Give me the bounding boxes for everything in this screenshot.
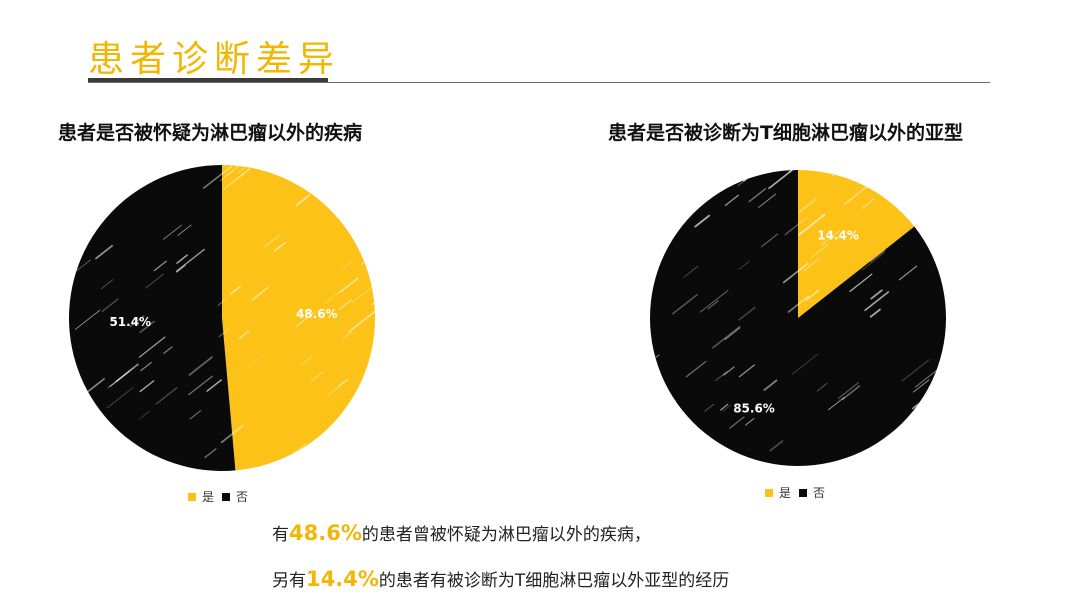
summary-1-prefix: 有 — [272, 525, 289, 545]
slice-label-no: 85.6% — [733, 402, 775, 416]
legend-label-no: 否 — [813, 486, 826, 500]
legend-swatch-yes — [765, 488, 773, 497]
legend-swatch-no — [799, 488, 808, 497]
summary-1-highlight: 48.6% — [289, 521, 362, 545]
pie-slice-no — [650, 170, 946, 467]
summary-line-1: 有48.6%的患者曾被怀疑为淋巴瘤以外的疾病， — [272, 520, 651, 545]
chart2-pie: 14.4% 85.6% — [650, 170, 946, 467]
chart1-legend: 是 否 — [188, 488, 248, 505]
legend-label-yes: 是 — [202, 490, 215, 504]
chart1-title: 患者是否被怀疑为淋巴瘤以外的疾病 — [58, 122, 363, 144]
chart1-pie: 48.6% 51.4% — [69, 165, 376, 471]
title-rule — [88, 82, 990, 83]
slice-label-yes: 14.4% — [817, 228, 859, 242]
legend-item-yes: 是 — [188, 488, 214, 505]
chart2-title: 患者是否被诊断为T细胞淋巴瘤以外的亚型 — [608, 122, 963, 144]
pie-slice-yes — [798, 170, 915, 318]
pie-slice-no — [69, 165, 236, 471]
slice-label-yes: 48.6% — [296, 307, 338, 321]
summary-1-suffix: 的患者曾被怀疑为淋巴瘤以外的疾病， — [361, 525, 651, 545]
legend-swatch-no — [222, 492, 231, 501]
legend-label-no: 否 — [236, 490, 249, 504]
title-underline-bar — [88, 78, 328, 83]
legend-item-no: 否 — [799, 484, 825, 501]
chart2-legend: 是 否 — [765, 484, 825, 501]
summary-2-prefix: 另有 — [272, 571, 306, 591]
legend-swatch-yes — [188, 492, 196, 501]
legend-label-yes: 是 — [779, 486, 792, 500]
summary-2-highlight: 14.4% — [306, 567, 379, 591]
summary-line-2: 另有14.4%的患者有被诊断为T细胞淋巴瘤以外亚型的经历 — [272, 566, 729, 591]
page-title: 患者诊断差异 — [88, 39, 341, 80]
slice-label-no: 51.4% — [109, 315, 151, 329]
legend-item-no: 否 — [222, 488, 248, 505]
summary-2-suffix: 的患者有被诊断为T细胞淋巴瘤以外亚型的经历 — [378, 571, 730, 591]
legend-item-yes: 是 — [765, 484, 791, 501]
pie-slice-yes — [222, 165, 376, 471]
